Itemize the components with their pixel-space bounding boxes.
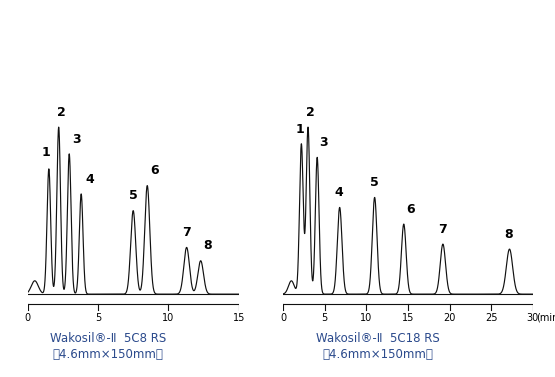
Text: 5: 5 (95, 313, 101, 323)
Text: 15: 15 (402, 313, 414, 323)
Text: 10: 10 (360, 313, 372, 323)
Text: 2: 2 (306, 106, 314, 119)
Text: 4: 4 (335, 186, 344, 199)
Text: Wakosil®-Ⅱ  5C8 RS: Wakosil®-Ⅱ 5C8 RS (50, 332, 166, 345)
Text: (min.): (min.) (536, 313, 555, 323)
Text: 15: 15 (233, 313, 245, 323)
Text: 3: 3 (319, 136, 328, 149)
Text: 7: 7 (438, 223, 447, 236)
Text: 4: 4 (85, 173, 94, 185)
Text: （4.6mm×150mm）: （4.6mm×150mm） (322, 348, 433, 362)
Text: 30: 30 (527, 313, 539, 323)
Text: 5: 5 (321, 313, 328, 323)
Text: 6: 6 (150, 164, 159, 177)
Text: （4.6mm×150mm）: （4.6mm×150mm） (53, 348, 163, 362)
Text: 5: 5 (370, 176, 379, 189)
Text: 7: 7 (183, 226, 191, 239)
Text: 1: 1 (296, 123, 304, 136)
Text: 8: 8 (504, 228, 513, 241)
Text: 6: 6 (406, 203, 415, 216)
Text: 0: 0 (24, 313, 31, 323)
Text: 8: 8 (203, 239, 211, 252)
Text: 5: 5 (129, 189, 138, 202)
Text: 2: 2 (57, 106, 66, 119)
Text: 10: 10 (162, 313, 174, 323)
Text: 1: 1 (41, 146, 50, 159)
Text: 20: 20 (443, 313, 456, 323)
Text: 25: 25 (485, 313, 497, 323)
Text: Wakosil®-Ⅱ  5C18 RS: Wakosil®-Ⅱ 5C18 RS (316, 332, 440, 345)
Text: 3: 3 (72, 132, 80, 146)
Text: 0: 0 (280, 313, 286, 323)
